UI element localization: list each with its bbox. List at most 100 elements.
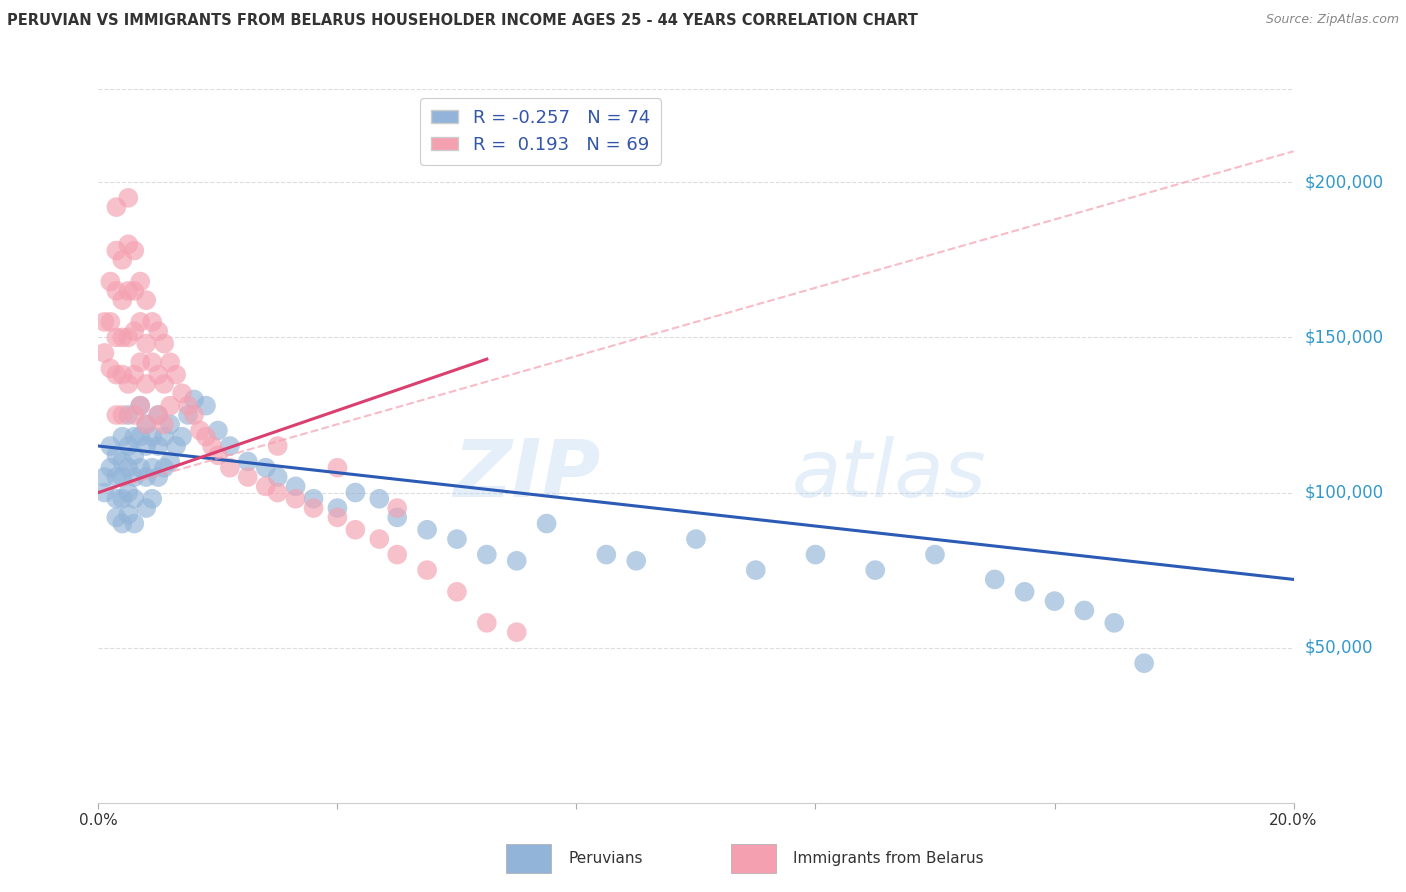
Point xyxy=(105,244,128,258)
Point xyxy=(194,430,218,444)
Point xyxy=(93,470,115,484)
Text: $100,000: $100,000 xyxy=(1305,483,1384,501)
Point xyxy=(267,439,290,453)
Point xyxy=(302,501,325,516)
Point xyxy=(93,346,115,360)
Point xyxy=(129,430,152,444)
Point xyxy=(117,460,139,475)
Text: $150,000: $150,000 xyxy=(1305,328,1384,346)
Point xyxy=(111,491,134,506)
Point xyxy=(194,399,218,413)
Point xyxy=(124,491,146,506)
Point xyxy=(98,275,122,289)
Point xyxy=(124,284,146,298)
Point xyxy=(117,408,139,422)
Point xyxy=(141,430,163,444)
Point xyxy=(111,454,134,468)
Text: ZIP: ZIP xyxy=(453,435,600,514)
Point xyxy=(924,548,946,562)
Point xyxy=(172,430,194,444)
Point xyxy=(148,324,170,338)
Legend: R = -0.257   N = 74, R =  0.193   N = 69: R = -0.257 N = 74, R = 0.193 N = 69 xyxy=(420,98,661,165)
Point xyxy=(129,460,152,475)
Point xyxy=(153,430,176,444)
Point xyxy=(124,244,146,258)
Point xyxy=(129,399,152,413)
Point xyxy=(236,454,259,468)
FancyBboxPatch shape xyxy=(731,844,776,873)
Point xyxy=(344,523,367,537)
Point xyxy=(135,293,157,308)
Text: Peruvians: Peruvians xyxy=(568,851,643,866)
Point xyxy=(865,563,887,577)
Point xyxy=(219,460,242,475)
Point xyxy=(98,315,122,329)
Point xyxy=(105,448,128,462)
Point xyxy=(446,532,468,546)
Point xyxy=(117,376,139,391)
Point xyxy=(148,439,170,453)
Text: $50,000: $50,000 xyxy=(1305,639,1374,657)
Point xyxy=(135,439,157,453)
Point xyxy=(105,491,128,506)
Point xyxy=(129,275,152,289)
Point xyxy=(148,470,170,484)
Point xyxy=(105,408,128,422)
Point xyxy=(135,417,157,432)
Point xyxy=(111,408,134,422)
Point xyxy=(475,615,498,630)
Point xyxy=(188,424,211,438)
Point xyxy=(124,324,146,338)
Point xyxy=(117,191,139,205)
Point xyxy=(105,330,128,344)
Point xyxy=(117,237,139,252)
Point xyxy=(98,361,122,376)
Point xyxy=(183,392,205,407)
Point xyxy=(93,315,115,329)
Point xyxy=(385,548,409,562)
Point xyxy=(117,439,139,453)
Point xyxy=(111,470,134,484)
Point xyxy=(506,554,529,568)
Point xyxy=(124,430,146,444)
Point xyxy=(254,460,277,475)
Point xyxy=(141,355,163,369)
Point xyxy=(153,336,176,351)
Point xyxy=(135,417,157,432)
Point xyxy=(284,491,307,506)
Point xyxy=(344,485,367,500)
Point xyxy=(326,460,349,475)
Point xyxy=(685,532,707,546)
Point xyxy=(124,470,146,484)
Point xyxy=(475,548,498,562)
Point xyxy=(595,548,617,562)
Point xyxy=(105,470,128,484)
Point xyxy=(368,532,391,546)
Text: Immigrants from Belarus: Immigrants from Belarus xyxy=(793,851,984,866)
Text: $200,000: $200,000 xyxy=(1305,173,1384,191)
Point xyxy=(105,200,128,214)
Point xyxy=(254,479,277,493)
Point xyxy=(177,408,200,422)
Point xyxy=(141,491,163,506)
Point xyxy=(111,368,134,382)
Point xyxy=(148,408,170,422)
Point xyxy=(416,523,439,537)
Point xyxy=(135,470,157,484)
Point xyxy=(124,516,146,531)
Point xyxy=(148,368,170,382)
Point xyxy=(159,399,181,413)
Point xyxy=(135,376,157,391)
Point xyxy=(159,417,181,432)
Point xyxy=(172,386,194,401)
Point xyxy=(1133,656,1156,670)
Point xyxy=(129,399,152,413)
FancyBboxPatch shape xyxy=(506,844,551,873)
Text: atlas: atlas xyxy=(792,435,987,514)
Point xyxy=(284,479,307,493)
Point xyxy=(536,516,558,531)
Point xyxy=(745,563,768,577)
Point xyxy=(135,501,157,516)
Point xyxy=(111,252,134,267)
Point xyxy=(111,430,134,444)
